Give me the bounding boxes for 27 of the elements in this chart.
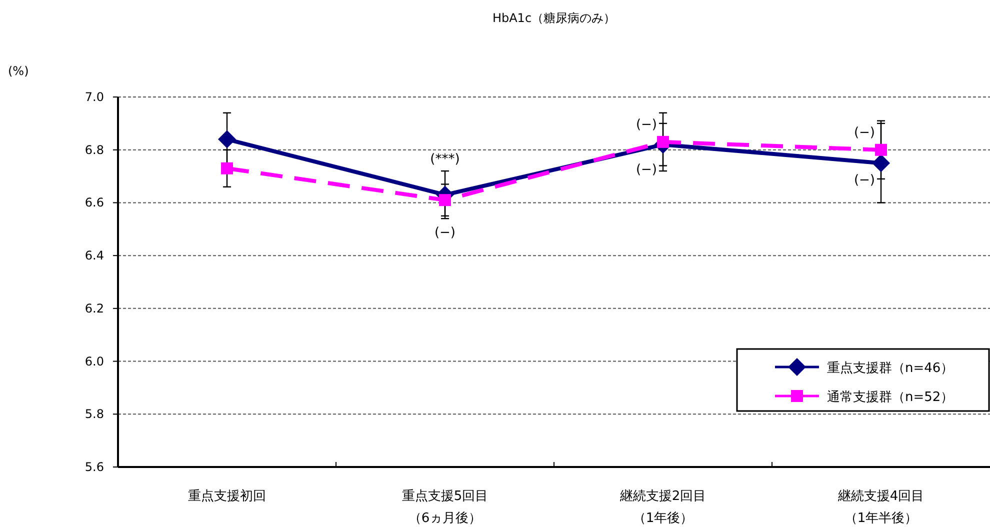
point <box>221 162 233 174</box>
y-tick-label: 5.8 <box>84 407 104 422</box>
x-tick-label: 継続支援2回目（1年後） <box>618 489 706 526</box>
y-tick-label: 6.2 <box>84 301 104 316</box>
annotation: (−) <box>636 162 657 178</box>
annotation: (−) <box>854 172 875 188</box>
text: (%) <box>8 64 29 78</box>
annotation: (−) <box>854 125 875 140</box>
annotation: (−) <box>636 117 657 132</box>
annotation: (***) <box>430 152 460 167</box>
y-tick-label: 6.6 <box>84 196 104 210</box>
x-tick-label: 重点支援5回目（6ヵ月後） <box>402 489 488 526</box>
legend-label: 通常支援群（n=52） <box>827 390 954 405</box>
y-tick-label: 6.0 <box>84 354 104 368</box>
y-tick-label: 6.8 <box>84 142 104 157</box>
annotation: (−) <box>434 226 456 241</box>
y-tick-label: 6.4 <box>84 248 104 263</box>
chart-title: HbA1c（糖尿病のみ） <box>492 11 616 25</box>
y-tick-label: 5.6 <box>84 460 104 474</box>
point <box>218 130 236 148</box>
legend-label: 重点支援群（n=46） <box>827 361 954 376</box>
y-tick-label: 7.0 <box>84 90 104 104</box>
x-tick-label: 継続支援4回目（1年半後） <box>836 489 924 526</box>
point <box>872 154 890 172</box>
point <box>875 144 887 156</box>
point <box>439 194 451 206</box>
x-tick-label: 重点支援初回 <box>188 489 266 504</box>
